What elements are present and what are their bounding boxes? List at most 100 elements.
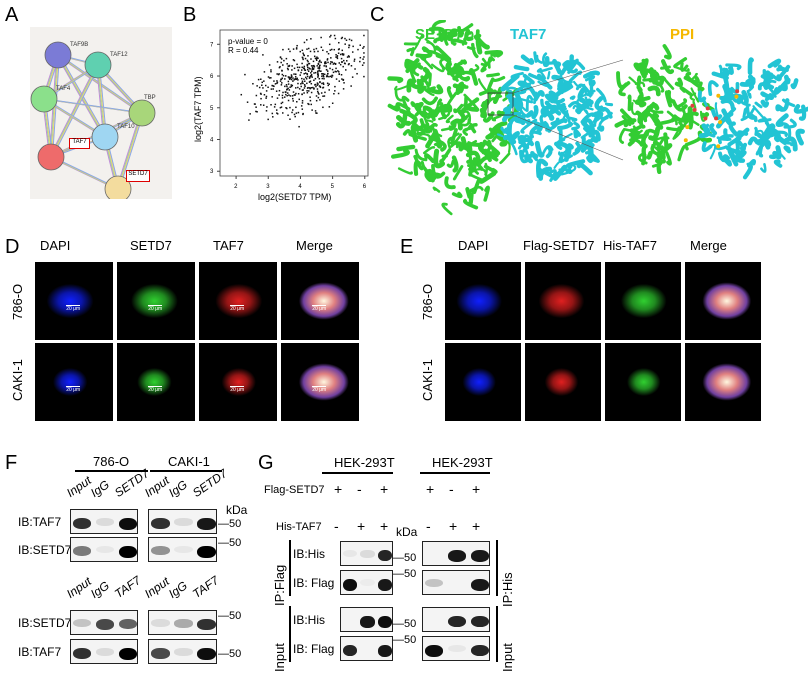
scatter-point <box>332 63 335 65</box>
setd7-interface-ribbon <box>646 150 653 160</box>
scatter-point <box>306 75 309 78</box>
setd7-interface-ribbon <box>684 136 701 147</box>
zoom-box <box>487 92 514 116</box>
scatter-point <box>264 84 267 87</box>
scatter-point <box>347 63 350 66</box>
setd7-ribbon <box>425 86 436 92</box>
scatter-point <box>305 76 307 79</box>
scatter-point <box>256 85 258 87</box>
sign-flag-setd7: - <box>449 481 454 497</box>
scatter-point <box>257 78 260 81</box>
blot-band <box>447 644 467 653</box>
setd7-ribbon <box>452 69 465 81</box>
blot-band <box>470 549 489 562</box>
setd7-ribbon <box>416 122 430 136</box>
setd7-ribbon <box>462 126 475 136</box>
interface-residue <box>703 116 708 121</box>
scatter-point <box>321 75 323 77</box>
setd7-interface-ribbon <box>689 92 697 102</box>
scatter-point <box>322 86 325 89</box>
setd7-ribbon <box>466 46 476 51</box>
row-label-caki-1: CAKI-1 <box>420 359 435 401</box>
taf7-interface-ribbon <box>714 102 719 117</box>
taf7-ribbon <box>529 130 542 136</box>
scatter-point <box>325 65 327 67</box>
scatter-point <box>333 34 336 37</box>
taf7-interface-ribbon <box>783 145 792 154</box>
blot-label: IB:His <box>293 613 326 627</box>
setd7-ribbon <box>452 165 464 181</box>
scatter-point <box>326 59 329 61</box>
setd7-ribbon <box>414 101 424 111</box>
header-underline <box>150 470 222 472</box>
taf7-ribbon <box>542 52 548 67</box>
setd7-interface-ribbon <box>627 94 632 112</box>
scatter-point <box>350 85 352 87</box>
interface-residue <box>690 103 695 108</box>
scatter-point <box>353 58 356 61</box>
taf7-ribbon <box>589 79 596 95</box>
scatter-point <box>357 48 359 51</box>
scatter-point <box>363 52 365 54</box>
taf7-interface-ribbon <box>758 145 764 158</box>
scatter-point <box>316 82 319 84</box>
scatter-point <box>363 45 365 48</box>
taf7-ribbon <box>506 86 517 92</box>
scatter-point <box>318 69 320 72</box>
input-label-left: Input <box>272 643 287 672</box>
taf7-ribbon <box>496 133 504 138</box>
taf7-interface-ribbon <box>727 136 742 147</box>
scatter-point <box>305 78 308 80</box>
setd7-ribbon <box>458 81 466 89</box>
taf7-interface-ribbon <box>783 141 796 147</box>
taf7-ribbon <box>584 75 596 82</box>
scatter-point <box>362 47 364 49</box>
setd7-interface-ribbon <box>634 100 647 108</box>
taf7-interface-ribbon <box>773 128 781 139</box>
scatter-point <box>266 106 268 108</box>
sign-his-taf7: + <box>472 518 481 534</box>
panel-label-g: G <box>258 452 274 474</box>
scatter-point <box>309 87 311 90</box>
scatter-point <box>271 84 273 87</box>
scatter-point <box>287 68 289 71</box>
scatter-point <box>363 56 365 58</box>
scatter-point <box>317 50 319 53</box>
setd7-ribbon <box>483 185 490 202</box>
scatter-point <box>302 113 304 116</box>
setd7-ribbon <box>424 153 435 164</box>
scatter-point <box>280 58 283 60</box>
taf7-ribbon <box>521 86 535 94</box>
taf7-interface-ribbon <box>728 150 746 163</box>
taf7-ribbon <box>571 121 581 131</box>
scatter-point <box>309 50 312 53</box>
scatter-point <box>259 92 262 95</box>
scatter-point <box>252 82 254 85</box>
scatter-point <box>270 88 273 90</box>
scatter-point <box>312 86 314 89</box>
western-blot <box>148 639 217 664</box>
scatter-point <box>343 82 345 84</box>
kda-marker-50: —50 <box>218 648 242 660</box>
taf7-ribbon <box>572 80 582 89</box>
scatter-point <box>340 74 343 76</box>
scatter-point <box>299 74 301 76</box>
western-blot <box>148 509 217 534</box>
scale-bar: 20 μm <box>66 304 81 312</box>
scatter-point <box>312 60 315 63</box>
taf7-interface-ribbon <box>773 77 791 95</box>
taf7-interface-ribbon <box>779 122 792 139</box>
taf7-interface-ribbon <box>721 71 730 91</box>
blot-band <box>174 647 193 656</box>
taf7-interface-ribbon <box>714 145 728 151</box>
scatter-point <box>310 58 312 60</box>
column-header-dapi: DAPI <box>458 238 489 253</box>
scatter-point <box>325 68 328 71</box>
western-blot <box>340 541 393 566</box>
scatter-point <box>328 83 330 85</box>
micrograph-his-taf7 <box>605 262 681 340</box>
scatter-point <box>255 110 257 113</box>
setd7-ribbon <box>499 152 511 165</box>
scatter-point <box>297 92 300 95</box>
setd7-ribbon <box>387 76 404 84</box>
